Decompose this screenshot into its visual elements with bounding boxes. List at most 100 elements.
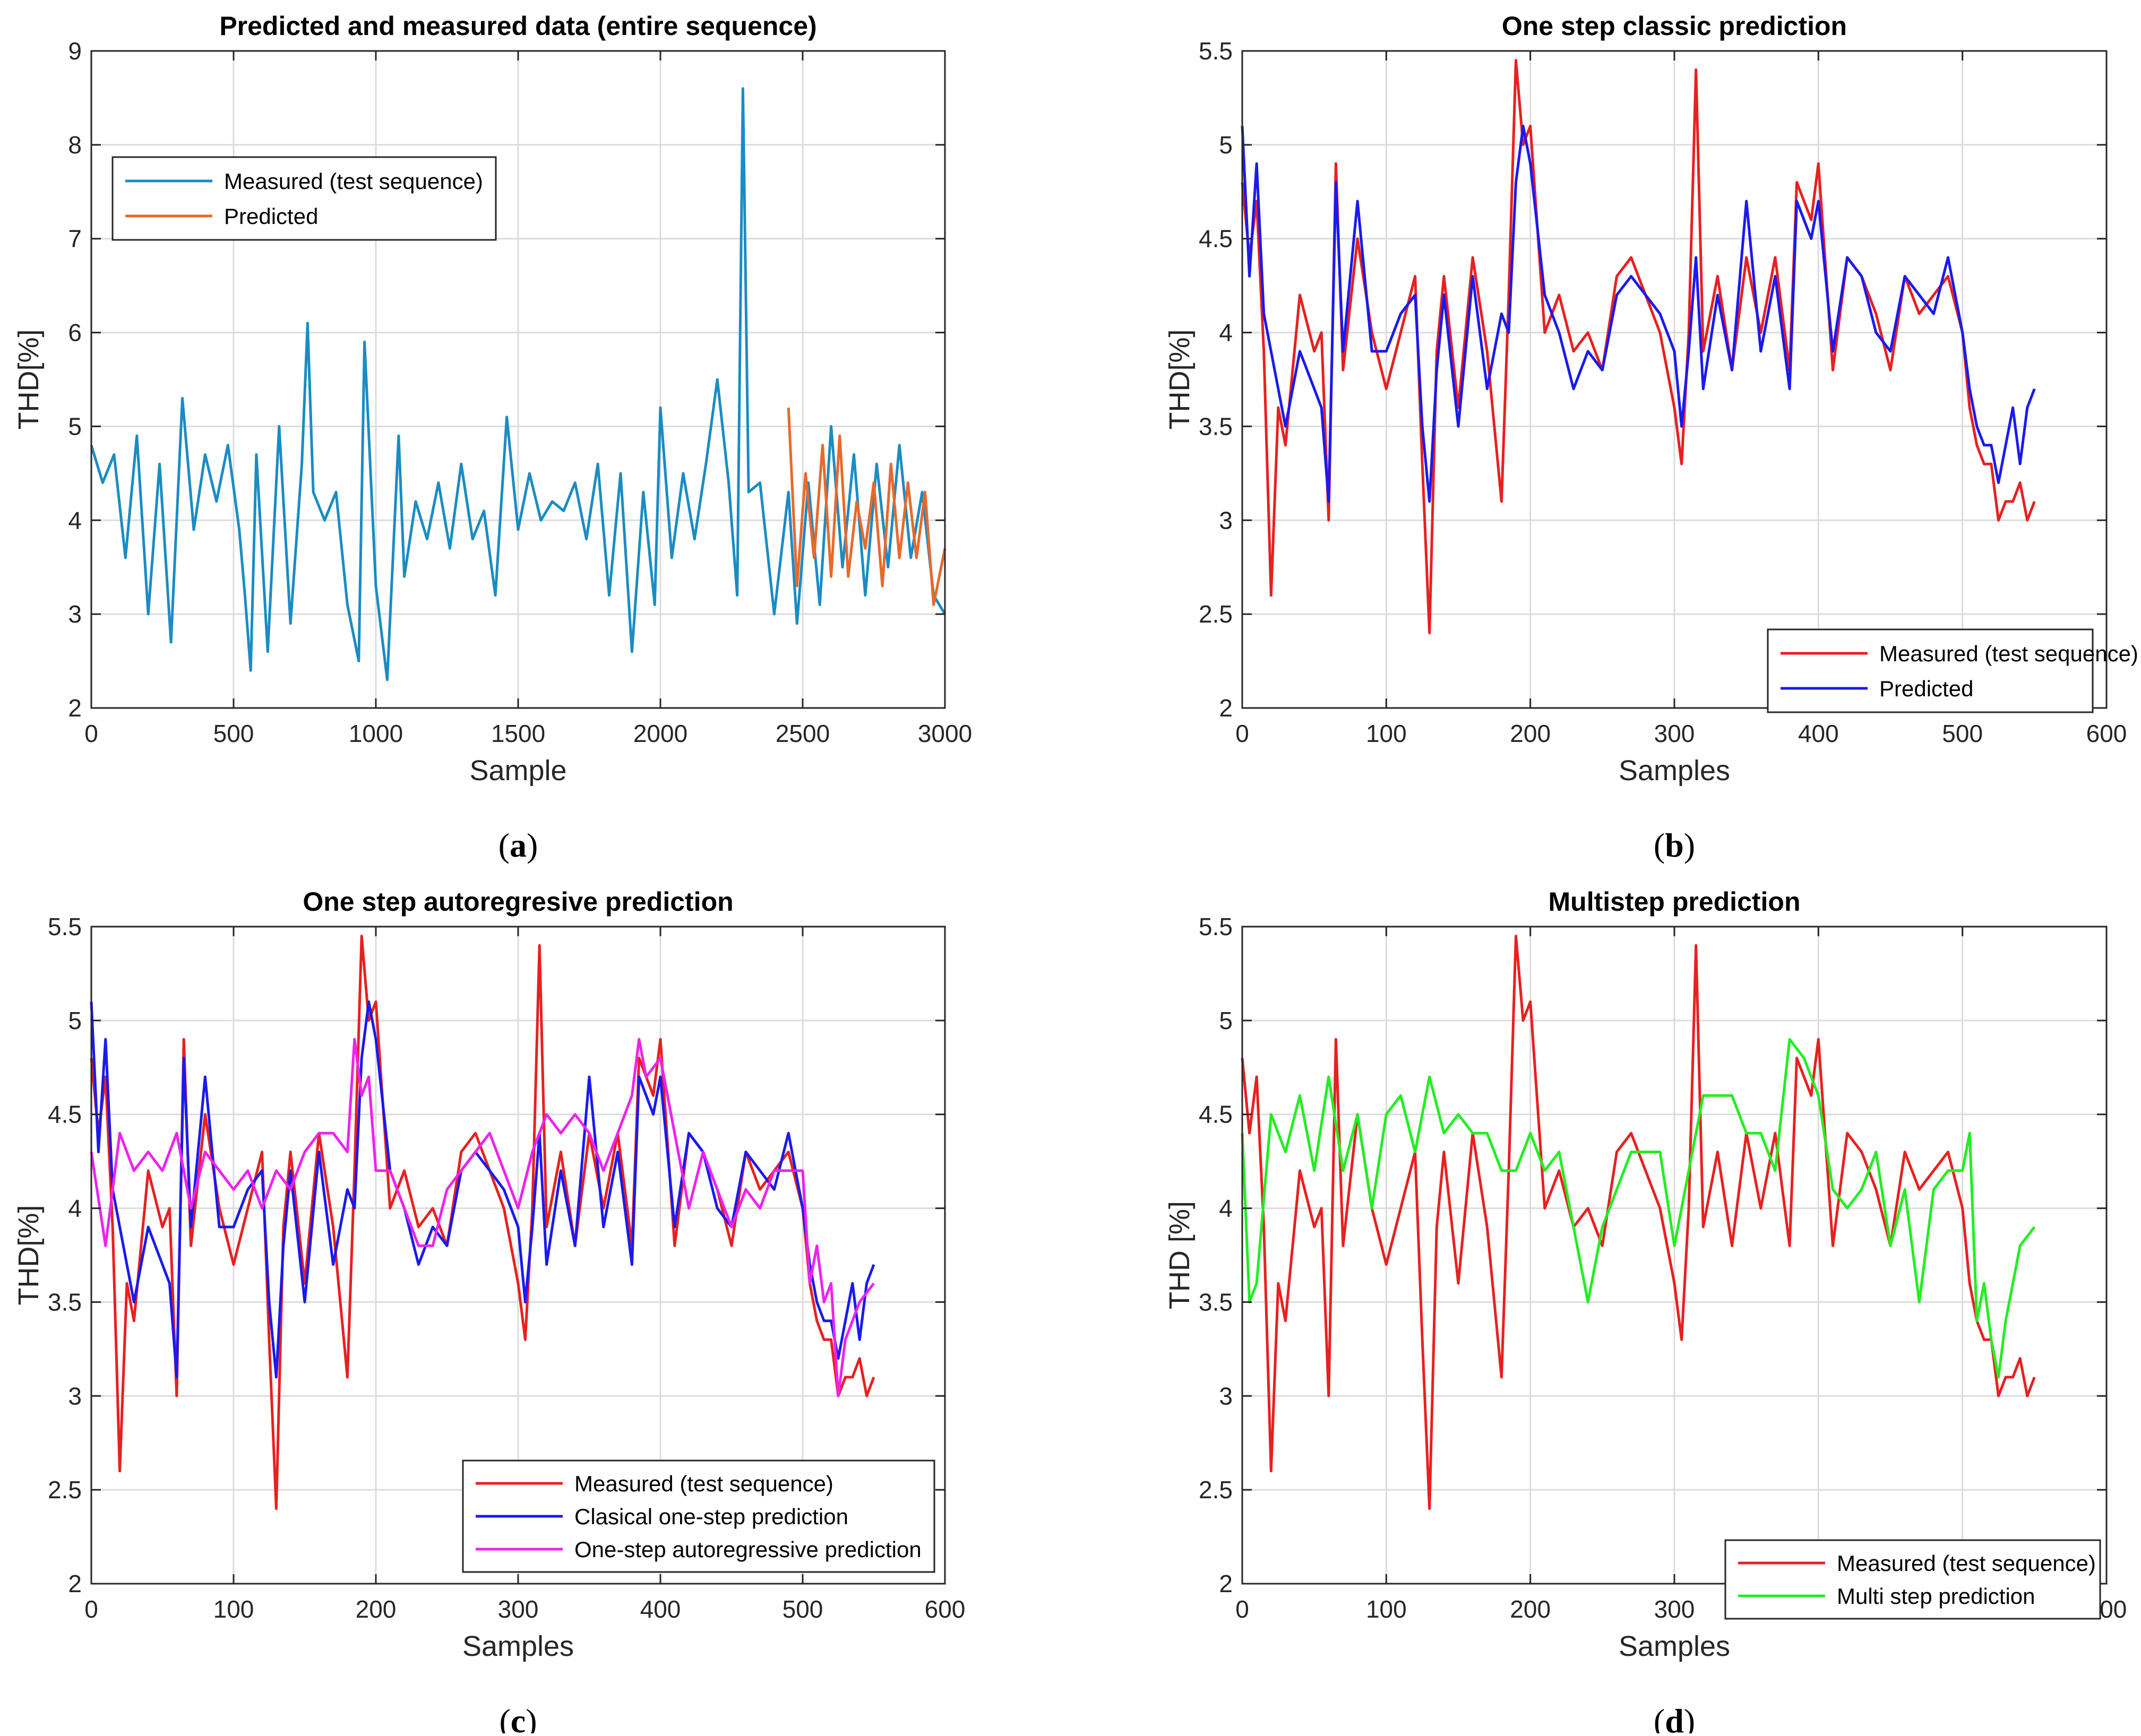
x-tick-label: 0	[84, 720, 98, 747]
legend-label-2: Clasical one-step prediction	[574, 1504, 848, 1529]
chart-panel-d: 010020030040050060022.533.544.555.5Multi…	[1072, 876, 2141, 1736]
caption-open-paren: (	[499, 1702, 510, 1733]
x-tick-label: 500	[783, 1595, 823, 1623]
caption-letter: d	[1665, 1702, 1684, 1733]
legend-label-1: Measured (test sequence)	[574, 1471, 833, 1496]
legend-label-2: Predicted	[224, 204, 318, 229]
x-tick-label: 600	[925, 1595, 966, 1623]
y-tick-label: 2	[68, 1570, 82, 1597]
y-tick-label: 3.5	[1199, 412, 1233, 440]
y-tick-label: 2.5	[48, 1476, 82, 1504]
x-tick-label: 0	[84, 1595, 98, 1623]
y-tick-label: 2.5	[1199, 1476, 1233, 1504]
chart-title: One step autoregresive prediction	[303, 887, 733, 917]
x-tick-label: 100	[213, 1595, 254, 1623]
chart-a-svg: 0 500 1000 1500 2000 2500 3000 2 3 4 5 6 7 8 9 Predicte…	[13, 11, 972, 864]
series-line-2	[787, 407, 947, 606]
series-line-3	[90, 1038, 875, 1397]
series-line-1	[1241, 59, 2036, 634]
y-tick-label: 5	[68, 412, 82, 440]
chart-title: One step classic prediction	[1502, 11, 1847, 41]
y-tick-label: 9	[68, 37, 82, 65]
y-tick-label: 5	[1219, 1007, 1233, 1034]
x-tick-label: 100	[1366, 720, 1407, 747]
legend-label-2: Multi step prediction	[1837, 1584, 2035, 1609]
caption: (b)	[1654, 826, 1695, 864]
y-tick-label: 5.5	[48, 913, 82, 940]
series-line-1	[90, 87, 947, 681]
x-tick-label: 2000	[633, 720, 687, 747]
x-tick-label: 200	[1510, 1595, 1551, 1623]
x-tick-label: 300	[1654, 1595, 1695, 1623]
chart-panel-b: 0 100 200 300 400 500 600 2 2.5 3 3.5 4 4.5 5 5.5 One s…	[1072, 0, 2141, 865]
chart-b-svg: 0 100 200 300 400 500 600 2 2.5 3 3.5 4 4.5 5 5.5 One s…	[1164, 11, 2138, 864]
y-tick-label: 2	[1219, 1570, 1233, 1597]
y-axis-label: THD [%]	[1164, 1201, 1196, 1309]
caption-close-paren: )	[1684, 826, 1695, 864]
y-tick-label: 4	[68, 506, 82, 534]
x-tick-label: 100	[1366, 1595, 1407, 1623]
x-tick-label: 0	[1235, 1595, 1249, 1623]
x-tick-label: 500	[213, 720, 254, 747]
caption-open-paren: (	[1654, 1702, 1665, 1733]
legend-box	[1767, 628, 2094, 713]
caption-open-paren: (	[498, 826, 510, 864]
series-line-2	[1241, 1038, 2036, 1379]
x-tick-label: 400	[640, 1595, 681, 1623]
series-line-2	[1241, 125, 2036, 503]
caption-open-paren: (	[1654, 826, 1665, 864]
y-tick-label: 7	[68, 225, 82, 253]
caption-close-paren: )	[527, 826, 538, 864]
x-tick-label: 1500	[491, 720, 545, 747]
x-tick-label: 0	[1235, 720, 1249, 747]
caption-letter: b	[1665, 826, 1684, 864]
y-tick-label: 2	[68, 694, 82, 722]
caption: (c)	[499, 1702, 537, 1733]
chart-d-svg: 010020030040050060022.533.544.555.5Multi…	[1164, 887, 2127, 1736]
y-tick-label: 3	[1219, 1382, 1233, 1410]
y-tick-label: 5	[1219, 131, 1233, 159]
y-tick-label: 4	[1219, 319, 1233, 347]
legend-label-1: Measured (test sequence)	[1837, 1551, 2096, 1576]
y-axis-label: THD[%]	[13, 1205, 45, 1306]
y-tick-label: 4.5	[48, 1101, 82, 1128]
y-tick-label: 5	[68, 1007, 82, 1034]
y-tick-label: 3.5	[1199, 1288, 1233, 1316]
chart-c-svg: 0 100 200 300 400 500 600 2 2.5 3 3.5 4 4.5 5 5.5 One s…	[13, 887, 966, 1736]
y-tick-label: 4	[68, 1195, 82, 1222]
legend-label-2: Predicted	[1879, 676, 1973, 701]
y-tick-label: 2	[1219, 694, 1233, 722]
x-axis-label: Samples	[462, 1630, 574, 1662]
chart-title: Predicted and measured data (entire sequ…	[219, 11, 816, 41]
legend-label-1: Measured (test sequence)	[224, 169, 483, 194]
x-tick-label: 600	[2086, 720, 2127, 747]
x-tick-label: 2500	[776, 720, 830, 747]
y-tick-label: 4.5	[1199, 225, 1233, 253]
y-tick-label: 8	[68, 131, 82, 159]
x-axis-label: Samples	[1619, 755, 1730, 787]
x-tick-label: 500	[1942, 720, 1983, 747]
y-tick-label: 4	[1219, 1195, 1233, 1222]
x-tick-label: 200	[356, 1595, 397, 1623]
y-axis-label: THD[%]	[13, 330, 45, 430]
chart-panel-c: 0 100 200 300 400 500 600 2 2.5 3 3.5 4 4.5 5 5.5 One s…	[0, 876, 1062, 1736]
y-tick-label: 6	[68, 319, 82, 347]
x-tick-label: 3000	[918, 720, 972, 747]
x-tick-label: 1000	[349, 720, 403, 747]
x-tick-label: 300	[1654, 720, 1695, 747]
x-tick-label: 200	[1510, 720, 1551, 747]
legend-label-1: Measured (test sequence)	[1879, 641, 2138, 666]
chart-title: Multistep prediction	[1549, 887, 1801, 917]
legend-label-3: One-step autoregressive prediction	[574, 1537, 922, 1562]
x-tick-label: 400	[1798, 720, 1839, 747]
caption-letter: c	[511, 1702, 526, 1733]
x-axis-label: Samples	[1619, 1630, 1730, 1662]
caption: (d)	[1654, 1702, 1695, 1733]
caption-close-paren: )	[1684, 1702, 1695, 1733]
y-tick-label: 4.5	[1199, 1101, 1233, 1128]
y-tick-label: 5.5	[1199, 913, 1233, 940]
x-tick-label: 300	[498, 1595, 539, 1623]
x-axis-label: Sample	[469, 755, 566, 787]
y-tick-label: 3	[1219, 506, 1233, 534]
legend-box	[1724, 1539, 2101, 1620]
